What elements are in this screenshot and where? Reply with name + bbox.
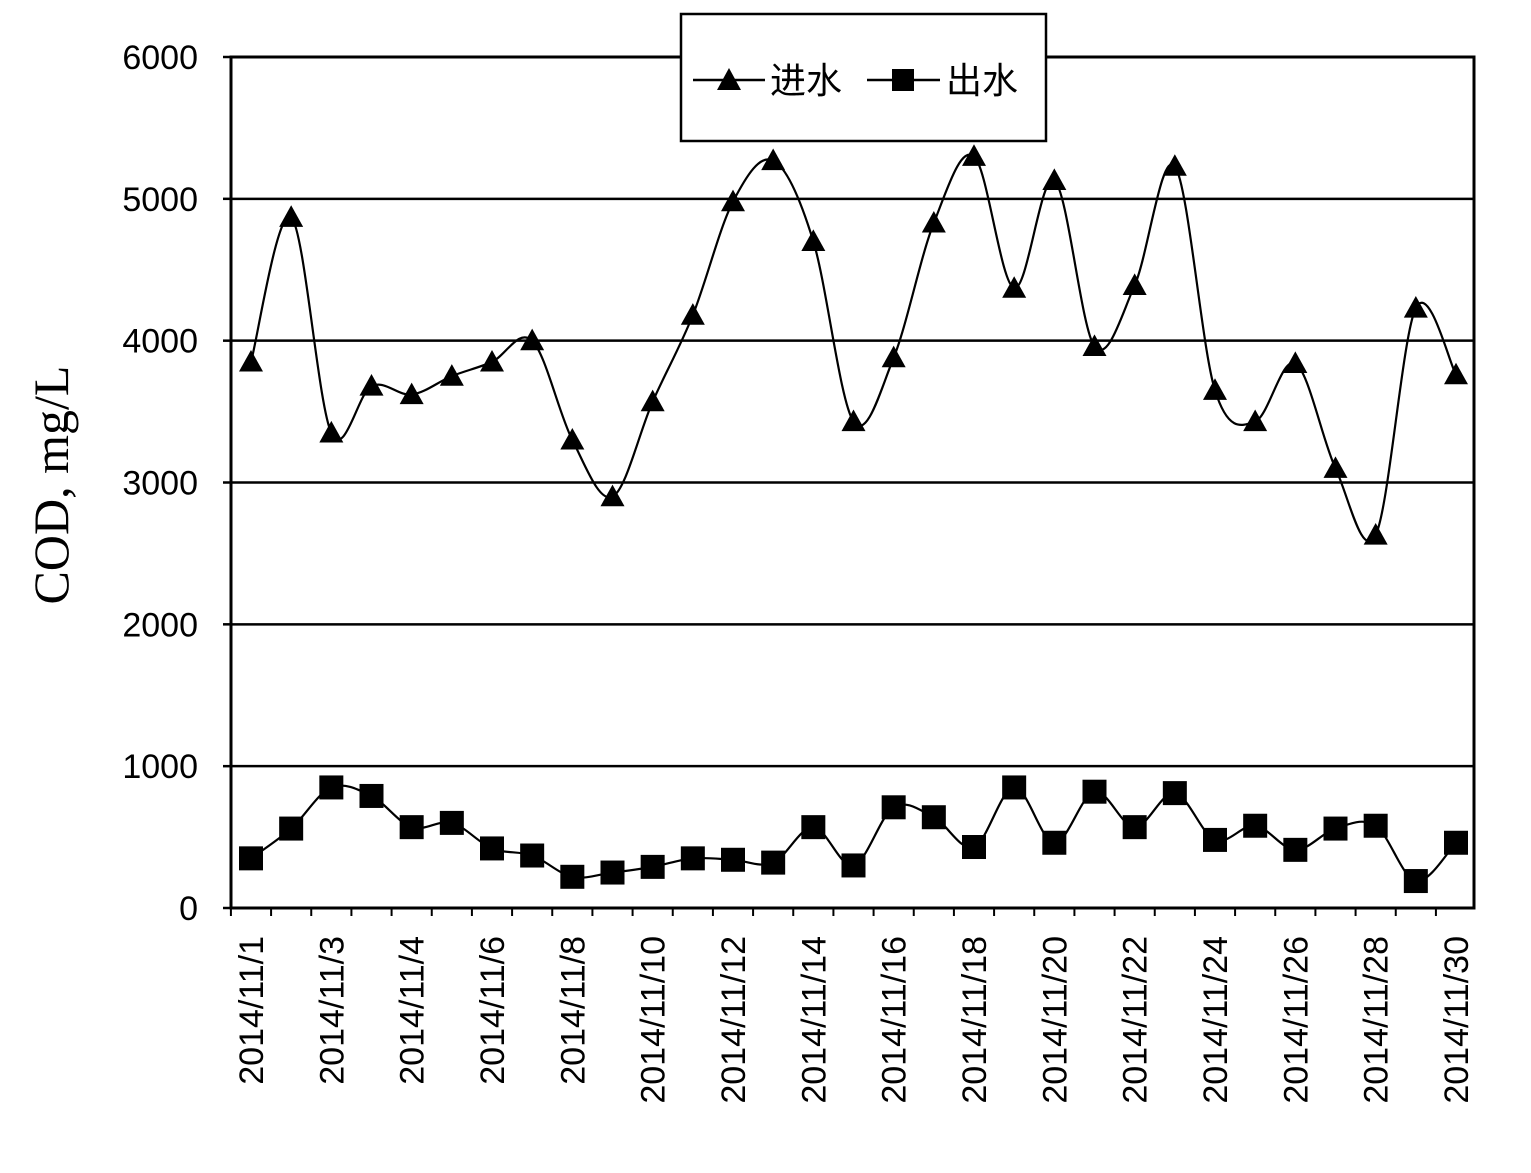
outflow-point: [841, 853, 866, 878]
inflow-point: [600, 484, 625, 507]
outflow-point: [1363, 813, 1388, 838]
inflow-point: [560, 427, 585, 450]
x-tick-label: 2014/11/18: [956, 936, 994, 1104]
inflow-point: [1203, 378, 1227, 400]
inflow-point: [1162, 154, 1187, 176]
inflow-point: [1002, 276, 1027, 298]
inflow-point: [439, 364, 464, 386]
outflow-point: [1323, 816, 1348, 841]
inflow-point: [319, 420, 344, 443]
legend: 进水 出水: [679, 12, 1048, 143]
x-tick-label: 2014/11/4: [394, 936, 432, 1085]
outflow-point: [1203, 827, 1227, 852]
legend-label-outflow: 出水: [946, 61, 1018, 102]
y-axis-ticks: 0 1000 2000 3000 4000 5000 6000: [122, 39, 231, 928]
outflow-point: [480, 836, 504, 861]
x-tick-label: 2014/11/1: [233, 936, 271, 1085]
outflow-point: [921, 805, 946, 830]
outflow-point: [600, 860, 625, 885]
inflow-point: [921, 210, 946, 233]
outflow-point: [962, 835, 986, 860]
y-tick-label-6000: 6000: [122, 39, 198, 77]
outflow-point: [1403, 869, 1428, 894]
inflow-point: [1082, 334, 1107, 356]
inflow-point: [359, 374, 384, 396]
x-tick-label: 2014/11/6: [474, 936, 512, 1085]
x-tick-label: 2014/11/16: [876, 936, 914, 1104]
legend-box: [679, 12, 1048, 143]
outflow-point: [1283, 837, 1308, 862]
y-tick-label-3000: 3000: [122, 465, 198, 503]
outflow-point: [1002, 775, 1027, 800]
gridlines: [231, 197, 1474, 768]
x-tick-label: 2014/11/30: [1438, 936, 1476, 1104]
outflow-point: [1243, 813, 1268, 838]
outflow-point: [520, 843, 545, 868]
outflow-point: [439, 810, 464, 835]
outflow-point: [1042, 830, 1067, 855]
outflow-point: [1122, 815, 1147, 840]
series-lines: [249, 153, 1457, 883]
outflow-point: [640, 854, 665, 879]
inflow-point: [640, 389, 665, 412]
outflow-point: [319, 775, 344, 800]
inflow-point: [520, 328, 545, 351]
inflow-point: [1363, 522, 1388, 545]
inflow-point: [279, 205, 304, 227]
y-tick-label-0: 0: [179, 890, 198, 928]
outflow-point: [279, 816, 304, 841]
inflow-point: [1243, 409, 1268, 432]
x-tick-label: 2014/11/22: [1117, 936, 1155, 1104]
inflow-point: [1042, 168, 1067, 190]
outflow-point: [239, 846, 263, 871]
legend-marker-outflow: [892, 69, 914, 91]
x-tick-label: 2014/11/24: [1197, 936, 1235, 1104]
outflow-point: [1082, 779, 1107, 804]
outflow-point: [801, 815, 826, 840]
y-tick-label-1000: 1000: [122, 748, 198, 786]
outflow-point: [359, 783, 384, 808]
y-axis-label: COD, mg/L: [23, 366, 79, 605]
inflow-point: [801, 229, 826, 251]
inflow-point: [1444, 362, 1468, 385]
x-tick-label: 2014/11/26: [1277, 936, 1315, 1104]
inflow-point: [841, 409, 866, 432]
x-tick-label: 2014/11/12: [715, 936, 753, 1104]
y-tick-label-2000: 2000: [122, 606, 198, 644]
y-tick-label-4000: 4000: [122, 323, 198, 361]
inflow-point: [721, 189, 745, 212]
inflow-point: [761, 148, 786, 171]
x-tick-label: 2014/11/14: [795, 936, 833, 1104]
inflow-point: [680, 303, 705, 325]
x-axis-ticks: 2014/11/1 2014/11/3 2014/11/4 2014/11/6 2014…: [229, 908, 1476, 1104]
inflow-point: [239, 349, 263, 372]
inflow-point: [1283, 351, 1308, 373]
outflow-point: [1444, 830, 1468, 855]
outflow-point: [721, 847, 745, 872]
x-tick-label: 2014/11/20: [1036, 936, 1074, 1104]
x-tick-label: 2014/11/3: [313, 936, 351, 1085]
outflow-point: [761, 850, 786, 875]
y-tick-label-5000: 5000: [122, 181, 198, 219]
outflow-point: [680, 846, 705, 871]
x-tick-label: 2014/11/8: [554, 936, 592, 1085]
outflow-point: [560, 864, 585, 889]
inflow-point: [480, 349, 504, 372]
legend-marker-inflow: [717, 68, 741, 90]
outflow-point: [1162, 781, 1187, 806]
inflow-point: [881, 345, 906, 368]
outflow-point: [881, 795, 906, 820]
series-markers: [239, 144, 1468, 894]
inflow-point: [1323, 456, 1348, 478]
x-tick-label: 2014/11/10: [635, 936, 673, 1104]
x-tick-label: 2014/11/28: [1358, 936, 1396, 1104]
inflow-point: [399, 382, 424, 405]
outflow-point: [399, 815, 424, 840]
inflow-point: [1403, 296, 1428, 318]
legend-label-inflow: 进水: [770, 61, 842, 102]
inflow-point: [1122, 273, 1147, 295]
inflow-point: [962, 144, 986, 166]
